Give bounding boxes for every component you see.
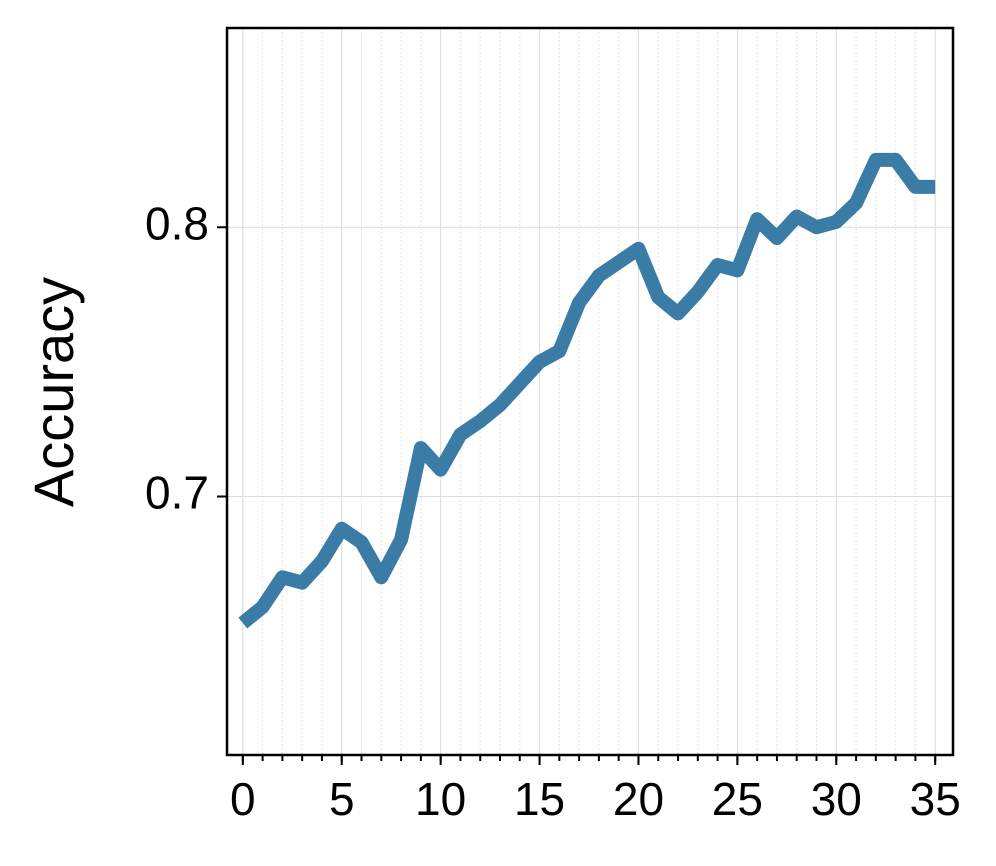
plot-frame — [225, 26, 955, 757]
y-tick-label: 0.8 — [145, 197, 209, 249]
x-tick-label: 25 — [712, 773, 763, 825]
x-tick-label: 35 — [910, 773, 961, 825]
x-tick-label: 0 — [230, 773, 256, 825]
x-tick-label: 20 — [613, 773, 664, 825]
x-tick-label: 5 — [329, 773, 355, 825]
x-tick-label: 10 — [415, 773, 466, 825]
y-axis-label: Accuracy — [22, 277, 85, 507]
y-tick-label: 0.7 — [145, 467, 209, 519]
x-tick-label: 30 — [811, 773, 862, 825]
x-tick-label: 15 — [514, 773, 565, 825]
data-line — [238, 152, 936, 629]
